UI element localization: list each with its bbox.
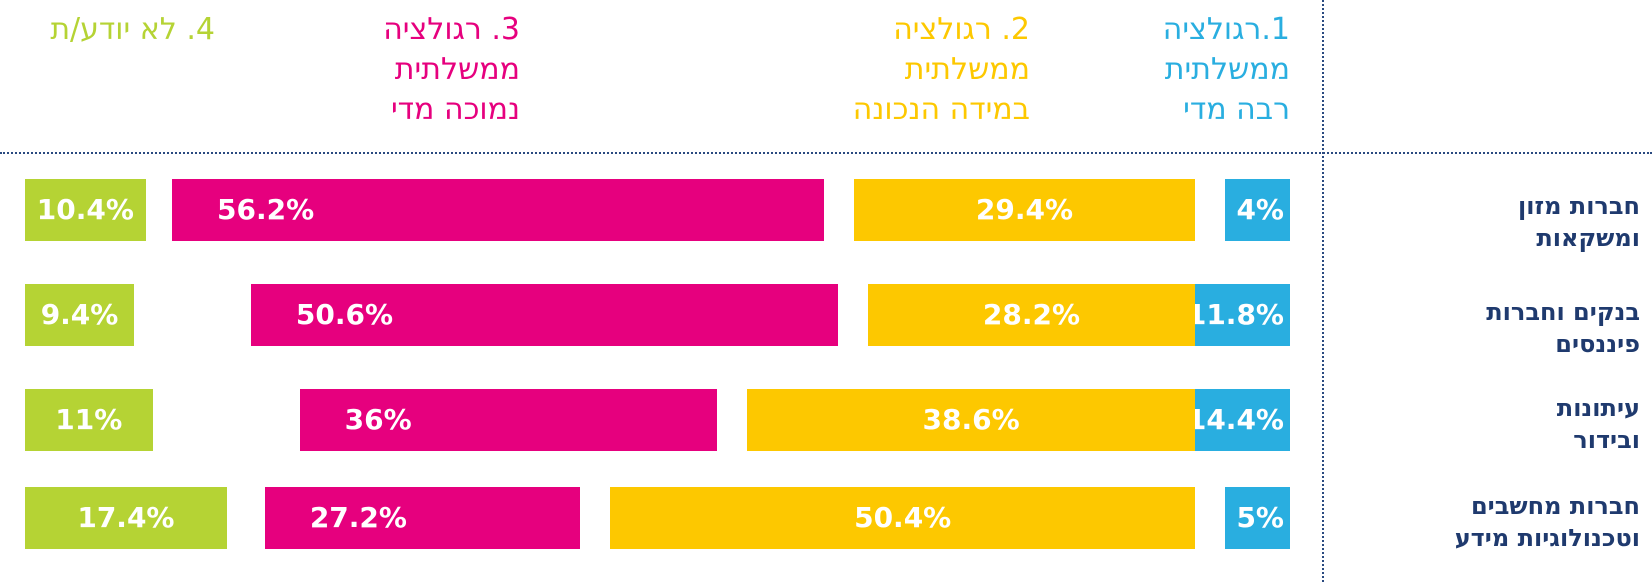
bar: [610, 487, 1195, 549]
bar: [1225, 487, 1290, 549]
legend-entry: 1.רגולציה ממשלתית רבה מדי: [1162, 12, 1290, 127]
value-label: 56.2%: [217, 193, 315, 226]
category-divider: [1322, 0, 1324, 582]
category-label: חברות מזון ומשקאות: [1517, 192, 1640, 252]
value-label: 36%: [344, 403, 412, 436]
legend-entry: 2. רגולציה ממשלתית במידה הנכונה: [852, 12, 1030, 127]
bar: [172, 179, 824, 241]
bar: [867, 284, 1195, 346]
category-label: בנקים וחברות פיננסים: [1486, 298, 1640, 358]
legend-entry: 3. רגולציה ממשלתית נמוכה מדי: [383, 12, 520, 127]
bar: [25, 179, 146, 241]
bar: [1225, 179, 1290, 241]
bar: [25, 487, 227, 549]
value-label: 11.8%: [1186, 298, 1284, 331]
bar: [853, 179, 1195, 241]
value-label: 29.4%: [975, 193, 1074, 226]
value-label: 38.6%: [922, 403, 1020, 436]
value-label: 50.6%: [295, 298, 394, 331]
value-label: 4%: [1236, 193, 1284, 226]
bar: [25, 284, 135, 346]
value-label: 11%: [55, 403, 123, 436]
category-label: חברות מחשבים וטכנולוגיות מידע: [1454, 492, 1640, 552]
value-label: 27.2%: [309, 501, 407, 534]
bar: [264, 487, 581, 549]
value-label: 28.2%: [982, 298, 1080, 331]
value-label: 9.4%: [40, 298, 119, 331]
value-label: 10.4%: [36, 193, 134, 226]
category-label: עיתונות ובידור: [1556, 394, 1640, 454]
value-label: 14.4%: [1186, 403, 1284, 436]
bar: [299, 389, 718, 451]
value-label: 50.4%: [854, 501, 952, 534]
bar: [250, 284, 838, 346]
bar: [747, 389, 1195, 451]
legend-entry: 4. לא יודע/ת: [50, 12, 215, 47]
header-divider: [0, 152, 1652, 154]
value-label: 17.4%: [77, 501, 175, 534]
bar: [25, 389, 153, 451]
value-label: 5%: [1236, 501, 1284, 534]
